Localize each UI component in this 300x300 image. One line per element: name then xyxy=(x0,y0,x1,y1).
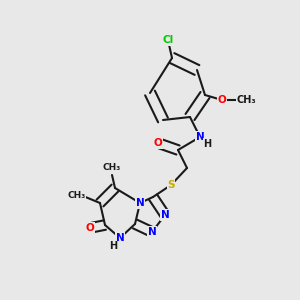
Text: N: N xyxy=(160,210,169,220)
Text: CH₃: CH₃ xyxy=(103,163,121,172)
Text: S: S xyxy=(167,180,175,190)
Text: O: O xyxy=(218,95,226,105)
Text: O: O xyxy=(85,223,94,233)
Text: O: O xyxy=(154,138,162,148)
Text: CH₃: CH₃ xyxy=(68,191,86,200)
Text: Cl: Cl xyxy=(162,35,174,45)
Text: N: N xyxy=(116,233,124,243)
Text: N: N xyxy=(196,132,204,142)
Text: CH₃: CH₃ xyxy=(236,95,256,105)
Text: H: H xyxy=(203,139,211,148)
Text: N: N xyxy=(136,198,144,208)
Text: N: N xyxy=(148,227,156,237)
Text: H: H xyxy=(109,242,118,251)
